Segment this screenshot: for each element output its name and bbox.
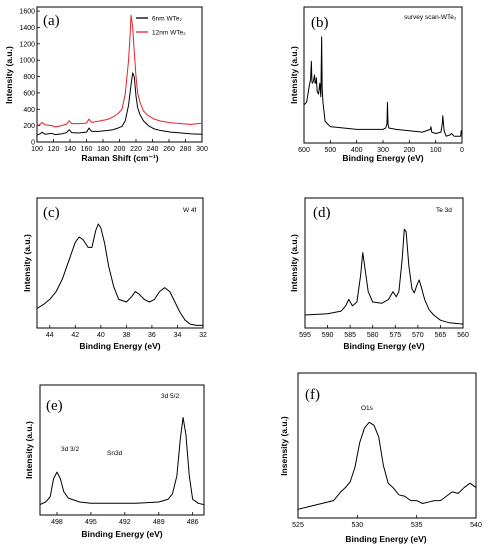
x-tick-label-e-1: 495	[85, 519, 97, 526]
series-line-c-0	[36, 223, 203, 326]
annotation-w4f: W 4f	[183, 207, 197, 214]
x-tick-label-a-5: 200	[114, 146, 126, 153]
plot-frame-c	[36, 197, 204, 329]
series-line-a-1	[36, 14, 203, 128]
x-tick-label-b-1: 500	[324, 147, 336, 154]
plot-frame-a	[36, 6, 203, 143]
panel-label-c: (c)	[43, 205, 60, 221]
x-tick-label-a-7: 240	[147, 146, 159, 153]
x-tick-label-d-5: 570	[412, 332, 424, 339]
x-tick-label-f-0: 525	[292, 522, 304, 529]
x-tick-label-a-1: 120	[48, 146, 60, 153]
x-tick-label-b-4: 200	[403, 147, 415, 154]
y-tick-label-a-7: 1400	[19, 25, 35, 32]
x-tick-label-a-6: 220	[130, 146, 142, 153]
y-axis-label-c: Intensity (a.u.)	[22, 234, 32, 292]
x-tick-label-a-0: 100	[31, 146, 43, 153]
y-axis-label-f: Insensity (a.u.)	[279, 416, 289, 476]
plot-frame-d	[304, 197, 464, 329]
panel-c: 44 42 40 38 36 34 32 (c) W 4f Binding Energy (…	[22, 197, 207, 351]
x-tick-label-b-5: 100	[430, 147, 442, 154]
x-tick-label-e-2: 492	[119, 519, 131, 526]
x-tick-label-b-0: 600	[298, 147, 310, 154]
series-line-e-0	[39, 417, 205, 506]
x-tick-label-d-3: 580	[367, 332, 379, 339]
annotation-sn3d: Sn3d	[107, 450, 123, 457]
x-tick-label-f-1: 530	[351, 522, 363, 529]
x-tick-label-a-2: 140	[64, 146, 76, 153]
x-tick-label-a-9: 280	[180, 146, 192, 153]
panel-f: 525 530 535 540 (f) O1s Binding Energy (eV)…	[279, 372, 482, 544]
x-tick-label-a-3: 160	[81, 146, 93, 153]
x-tick-label-f-2: 535	[411, 522, 423, 529]
x-tick-label-d-6: 565	[435, 332, 447, 339]
y-tick-label-a-6: 1200	[19, 41, 35, 48]
x-tick-label-c-6: 32	[199, 332, 207, 339]
x-tick-label-c-0: 44	[46, 332, 54, 339]
x-tick-label-c-2: 40	[97, 332, 105, 339]
x-tick-label-e-3: 489	[153, 519, 165, 526]
panel-label-a: (a)	[43, 13, 60, 29]
panel-label-b: (b)	[311, 15, 329, 31]
y-tick-label-a-3: 600	[23, 90, 35, 97]
panel-label-e: (e)	[46, 398, 63, 414]
annotation-3d52: 3d 5/2	[161, 393, 179, 400]
legend-label-12nm: 12nm WTe₂	[152, 30, 186, 37]
x-tick-label-d-7: 560	[457, 332, 469, 339]
x-tick-label-b-6: 0	[460, 147, 464, 154]
y-axis-label-d: Intensity (a.u.)	[289, 234, 299, 292]
x-tick-label-c-4: 36	[148, 332, 156, 339]
panel-a: 100 120 140 160 180 200 220 240 260 280 300 0 200 400…	[4, 6, 208, 163]
y-tick-label-a-0: 0	[31, 140, 35, 147]
x-tick-label-d-0: 595	[299, 332, 311, 339]
y-axis-label-b: Intensity (a.u.)	[289, 46, 299, 104]
y-axis-label-a: Intensity (a.u.)	[4, 46, 14, 104]
x-tick-label-a-4: 180	[97, 146, 109, 153]
x-axis-label-c: Binding Energy (eV)	[79, 341, 160, 351]
y-axis-label-e: Intensity (a.u.)	[24, 421, 34, 479]
series-line-b-0	[303, 36, 463, 137]
series-line-a-0	[36, 72, 203, 136]
x-tick-label-c-3: 38	[122, 332, 130, 339]
panel-label-d: (d)	[313, 205, 331, 221]
legend-a: 6nm WTe₂ 12nm WTe₂	[136, 16, 186, 37]
annotation-survey-scan: survey scan-WTe₂	[404, 14, 457, 21]
series-line-d-0	[304, 228, 464, 325]
x-axis-label-b: Binding Energy (eV)	[342, 153, 423, 163]
panel-b: 600 500 400 300 200 100 0 (b) survey scan-WTe₂…	[289, 6, 464, 163]
x-tick-label-b-3: 300	[377, 147, 389, 154]
y-tick-label-a-4: 800	[23, 74, 35, 81]
y-tick-label-a-8: 1600	[19, 9, 35, 16]
plot-frame-e	[39, 384, 205, 516]
y-tick-label-a-2: 400	[23, 107, 35, 114]
x-axis-label-a: Raman Shift (cm⁻¹)	[81, 153, 158, 163]
x-tick-label-a-8: 260	[163, 146, 175, 153]
x-tick-label-e-0: 498	[51, 519, 63, 526]
x-tick-label-f-3: 540	[470, 522, 482, 529]
x-tick-label-d-2: 585	[344, 332, 356, 339]
x-tick-label-c-1: 42	[71, 332, 79, 339]
panel-d: 595 590 585 580 575 570 565 560 (d) Te 3d Bindi…	[289, 197, 469, 351]
x-tick-label-e-4: 486	[187, 519, 199, 526]
series-line-f-0	[297, 421, 477, 510]
x-axis-label-f: Binding Energy (eV)	[345, 534, 426, 544]
legend-label-6nm: 6nm WTe₂	[152, 16, 182, 23]
annotation-o1s: O1s	[361, 405, 374, 412]
plot-frame-f	[297, 372, 477, 519]
x-tick-label-d-1: 590	[322, 332, 334, 339]
y-tick-label-a-5: 1000	[19, 58, 35, 65]
annotation-te3d: Te 3d	[436, 207, 452, 214]
annotation-3d32: 3d 3/2	[61, 446, 79, 453]
x-axis-label-d: Binding Energy (eV)	[343, 341, 424, 351]
panel-e: 498 495 492 489 486 (e) 3d 5/2 3d 3/2 Sn3d B…	[24, 384, 205, 539]
x-tick-label-a-10: 300	[196, 146, 208, 153]
x-axis-label-e: Binding Energy (eV)	[81, 529, 162, 539]
x-tick-label-d-4: 575	[389, 332, 401, 339]
x-tick-label-c-5: 34	[174, 332, 182, 339]
y-tick-label-a-1: 200	[23, 123, 35, 130]
panel-label-f: (f)	[305, 387, 320, 403]
x-tick-label-b-2: 400	[351, 147, 363, 154]
